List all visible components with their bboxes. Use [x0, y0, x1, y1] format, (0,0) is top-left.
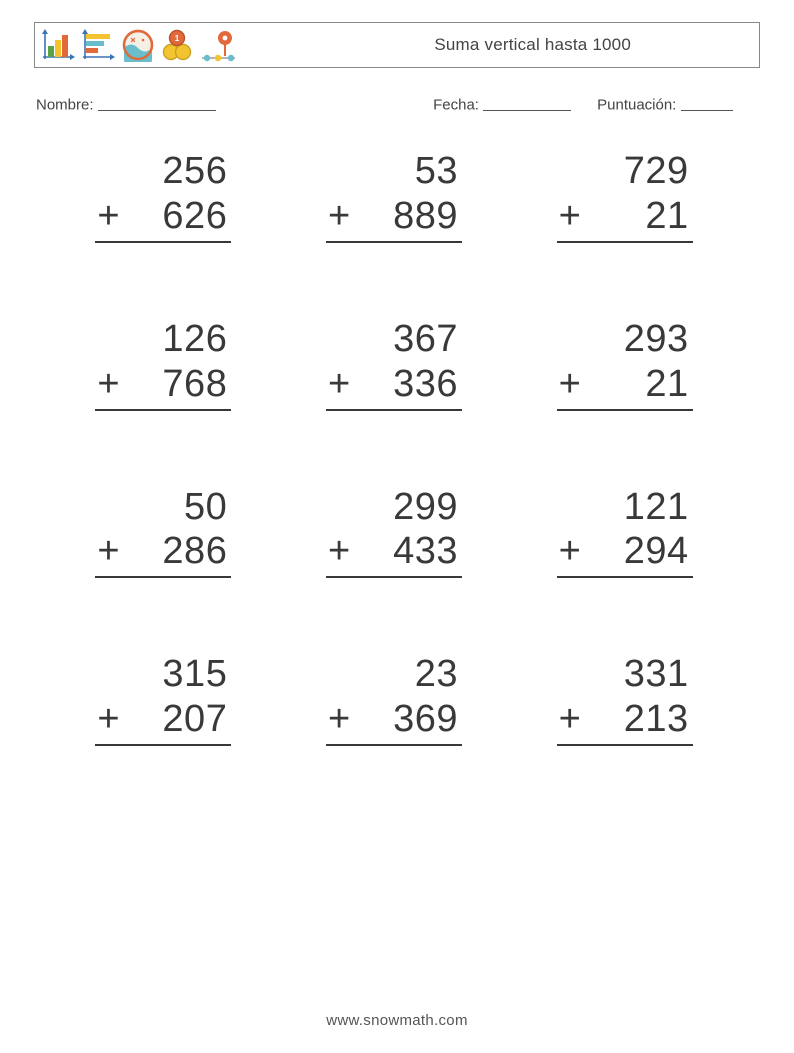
- plus-sign: +: [326, 362, 351, 407]
- plus-sign: +: [557, 362, 582, 407]
- problem: 331+213: [557, 652, 693, 746]
- pin-dots-icon: [199, 28, 237, 62]
- plus-sign: +: [326, 529, 351, 574]
- addend-bottom: 207: [120, 697, 227, 742]
- problem: 293+21: [557, 317, 693, 411]
- addend-top: 53: [326, 149, 462, 194]
- header-bar: 1 Suma vertical hasta 1000: [34, 22, 760, 68]
- addend-bottom: 433: [351, 529, 458, 574]
- pie-badge-icon: [121, 28, 155, 62]
- problem: 50+286: [95, 485, 231, 579]
- svg-text:1: 1: [175, 34, 180, 43]
- worksheet-title: Suma vertical hasta 1000: [434, 35, 749, 55]
- addend-top: 256: [95, 149, 231, 194]
- score-label: Puntuación:: [597, 96, 676, 113]
- operator-row: +294: [557, 529, 693, 578]
- operator-row: +889: [326, 194, 462, 243]
- name-label: Nombre:: [36, 96, 94, 113]
- addend-top: 367: [326, 317, 462, 362]
- problem: 367+336: [326, 317, 462, 411]
- date-blank: [483, 96, 571, 111]
- addend-bottom: 369: [351, 697, 458, 742]
- plus-sign: +: [557, 697, 582, 742]
- addend-bottom: 626: [120, 194, 227, 239]
- addend-top: 331: [557, 652, 693, 697]
- addend-bottom: 286: [120, 529, 227, 574]
- addend-bottom: 213: [581, 697, 688, 742]
- score-blank: [681, 96, 733, 111]
- problem: 23+369: [326, 652, 462, 746]
- addend-bottom: 294: [581, 529, 688, 574]
- operator-row: +213: [557, 697, 693, 746]
- operator-row: +21: [557, 194, 693, 243]
- addend-top: 121: [557, 485, 693, 530]
- plus-sign: +: [95, 529, 120, 574]
- name-blank: [98, 96, 216, 111]
- operator-row: +207: [95, 697, 231, 746]
- addend-top: 23: [326, 652, 462, 697]
- addend-top: 126: [95, 317, 231, 362]
- problem: 299+433: [326, 485, 462, 579]
- addend-bottom: 889: [351, 194, 458, 239]
- date-field: Fecha:: [433, 94, 571, 113]
- problem: 121+294: [557, 485, 693, 579]
- addend-top: 729: [557, 149, 693, 194]
- addend-top: 299: [326, 485, 462, 530]
- operator-row: +626: [95, 194, 231, 243]
- operator-row: +369: [326, 697, 462, 746]
- problem: 315+207: [95, 652, 231, 746]
- addend-top: 293: [557, 317, 693, 362]
- date-label: Fecha:: [433, 96, 479, 113]
- addend-top: 50: [95, 485, 231, 530]
- footer-text: www.snowmath.com: [0, 1012, 794, 1029]
- hbar-chart-icon: [81, 29, 115, 61]
- score-field: Puntuación:: [597, 94, 732, 113]
- plus-sign: +: [557, 194, 582, 239]
- addend-bottom: 21: [581, 194, 688, 239]
- logo-strip: 1: [41, 28, 237, 62]
- operator-row: +21: [557, 362, 693, 411]
- plus-sign: +: [326, 697, 351, 742]
- problem: 126+768: [95, 317, 231, 411]
- problems-grid: 256+62653+889729+21126+768367+336293+215…: [34, 141, 760, 746]
- plus-sign: +: [95, 362, 120, 407]
- addend-top: 315: [95, 652, 231, 697]
- worksheet-page: 1 Suma vertical hasta 1000 Nombre: Fecha…: [0, 0, 794, 1053]
- operator-row: +286: [95, 529, 231, 578]
- operator-row: +768: [95, 362, 231, 411]
- problem: 256+626: [95, 149, 231, 243]
- name-field: Nombre:: [36, 94, 433, 113]
- info-row: Nombre: Fecha: Puntuación:: [34, 94, 760, 113]
- problem: 729+21: [557, 149, 693, 243]
- addend-bottom: 21: [581, 362, 688, 407]
- plus-sign: +: [326, 194, 351, 239]
- plus-sign: +: [557, 529, 582, 574]
- plus-sign: +: [95, 697, 120, 742]
- addend-bottom: 768: [120, 362, 227, 407]
- bar-chart-icon: [41, 29, 75, 61]
- operator-row: +433: [326, 529, 462, 578]
- addend-bottom: 336: [351, 362, 458, 407]
- coins-icon: 1: [161, 28, 193, 62]
- operator-row: +336: [326, 362, 462, 411]
- problem: 53+889: [326, 149, 462, 243]
- plus-sign: +: [95, 194, 120, 239]
